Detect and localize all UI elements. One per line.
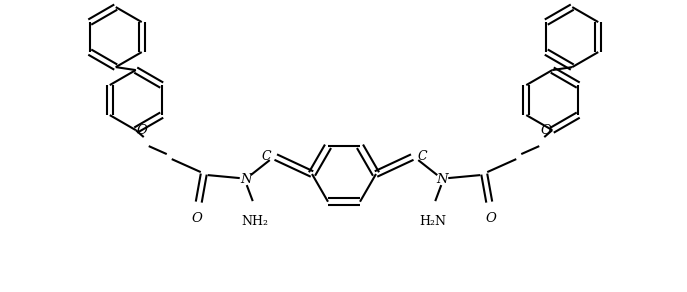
- Text: NH₂: NH₂: [241, 215, 268, 228]
- Text: O: O: [191, 212, 202, 225]
- Text: H₂N: H₂N: [420, 215, 447, 228]
- Text: C: C: [417, 150, 427, 163]
- Text: C: C: [261, 150, 271, 163]
- Text: N: N: [436, 173, 448, 186]
- Text: O: O: [136, 124, 147, 137]
- Text: O: O: [486, 212, 497, 225]
- Text: O: O: [541, 124, 552, 137]
- Text: N: N: [240, 173, 251, 186]
